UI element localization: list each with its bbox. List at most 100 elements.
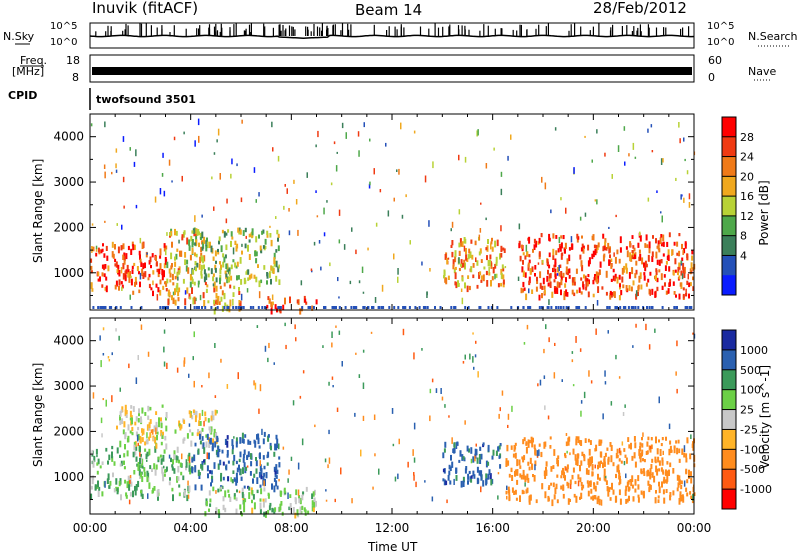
echo-cell <box>486 280 489 287</box>
echo-cell <box>560 271 563 278</box>
sparse-echo <box>525 244 528 252</box>
echo-cell <box>263 431 266 437</box>
echo-cell <box>192 228 195 234</box>
echo-cell <box>575 438 578 446</box>
sparse-echo <box>146 432 148 439</box>
echo-cell <box>638 249 641 254</box>
sparse-echo <box>595 328 597 335</box>
echo-cell <box>296 509 299 516</box>
echo-cell <box>258 445 261 449</box>
echo-cell <box>222 504 225 511</box>
echo-cell <box>244 434 247 438</box>
sparse-echo <box>688 193 691 200</box>
echo-cell <box>145 453 148 460</box>
echo-cell <box>275 275 278 282</box>
sparse-echo <box>288 230 291 236</box>
sparse-echo <box>524 482 526 487</box>
echo-cell <box>548 264 551 269</box>
echo-cell <box>468 248 471 254</box>
echo-cell <box>634 461 637 468</box>
echo-cell <box>638 275 641 283</box>
echo-cell <box>160 441 163 446</box>
sparse-echo <box>314 424 316 428</box>
echo-cell <box>528 440 531 444</box>
echo-cell <box>262 479 265 486</box>
echo-cell <box>95 448 98 455</box>
sparse-echo <box>156 294 159 301</box>
echo-cell <box>531 441 534 448</box>
ground-echo <box>323 306 325 309</box>
echo-cell <box>532 474 534 478</box>
echo-cell <box>552 482 555 488</box>
echo-cell <box>165 412 168 419</box>
echo-cell <box>637 484 640 490</box>
echo-cell <box>182 438 185 444</box>
echo-cell <box>646 441 649 447</box>
echo-cell <box>562 486 565 490</box>
echo-cell <box>207 437 210 442</box>
echo-cell <box>230 231 233 237</box>
echo-cell <box>139 254 141 260</box>
echo-cell <box>153 437 155 441</box>
sparse-echo <box>579 348 582 352</box>
sparse-echo <box>472 356 474 363</box>
echo-cell <box>567 441 570 446</box>
ground-echo <box>630 306 633 309</box>
echo-cell <box>203 239 206 244</box>
echo-cell <box>508 473 511 478</box>
echo-cell <box>649 468 652 475</box>
echo-cell <box>205 245 208 252</box>
echo-cell <box>255 457 257 461</box>
echo-cell <box>148 436 151 441</box>
echo-cell <box>692 441 694 445</box>
ground-echo <box>439 306 442 309</box>
echo-cell <box>502 279 505 285</box>
echo-cell <box>629 241 632 248</box>
echo-cell <box>163 243 166 248</box>
echo-cell <box>264 498 267 503</box>
sparse-echo <box>424 480 426 483</box>
sparse-echo <box>163 346 165 353</box>
echo-cell <box>266 272 269 279</box>
echo-cell <box>679 497 682 502</box>
echo-cell <box>235 508 238 514</box>
sparse-echo <box>237 372 239 380</box>
echo-cell <box>594 448 597 452</box>
colorbar-swatch <box>722 215 736 237</box>
echo-cell <box>122 254 125 260</box>
echo-cell <box>248 239 251 243</box>
echo-cell <box>242 438 245 444</box>
sparse-echo <box>588 370 590 377</box>
echo-cell <box>550 482 553 486</box>
echo-cell <box>106 478 109 484</box>
echo-cell <box>182 278 185 284</box>
ground-echo <box>557 306 560 309</box>
sparse-echo <box>313 241 316 246</box>
echo-cell <box>96 470 99 475</box>
ground-echo <box>686 306 689 309</box>
echo-cell <box>189 273 192 281</box>
echo-cell <box>101 272 104 277</box>
echo-cell <box>231 479 234 484</box>
echo-cell <box>462 263 465 268</box>
echo-cell <box>565 270 568 275</box>
sparse-echo <box>478 234 481 241</box>
sparse-echo <box>560 197 562 201</box>
sparse-echo <box>561 379 563 382</box>
ground-echo <box>104 306 107 309</box>
sparse-echo <box>373 168 375 175</box>
echo-cell <box>619 498 622 505</box>
echo-cell <box>241 487 244 495</box>
sparse-echo <box>91 246 93 253</box>
sparse-echo <box>338 209 341 216</box>
sparse-echo <box>462 361 465 364</box>
echo-cell <box>618 274 621 280</box>
echo-cell <box>127 435 130 443</box>
sparse-echo <box>201 385 203 388</box>
echo-cell <box>528 254 531 258</box>
echo-cell <box>194 484 197 491</box>
echo-cell <box>206 465 209 472</box>
sparse-echo <box>632 345 634 348</box>
ground-echo <box>165 306 168 309</box>
echo-cell <box>635 293 638 300</box>
